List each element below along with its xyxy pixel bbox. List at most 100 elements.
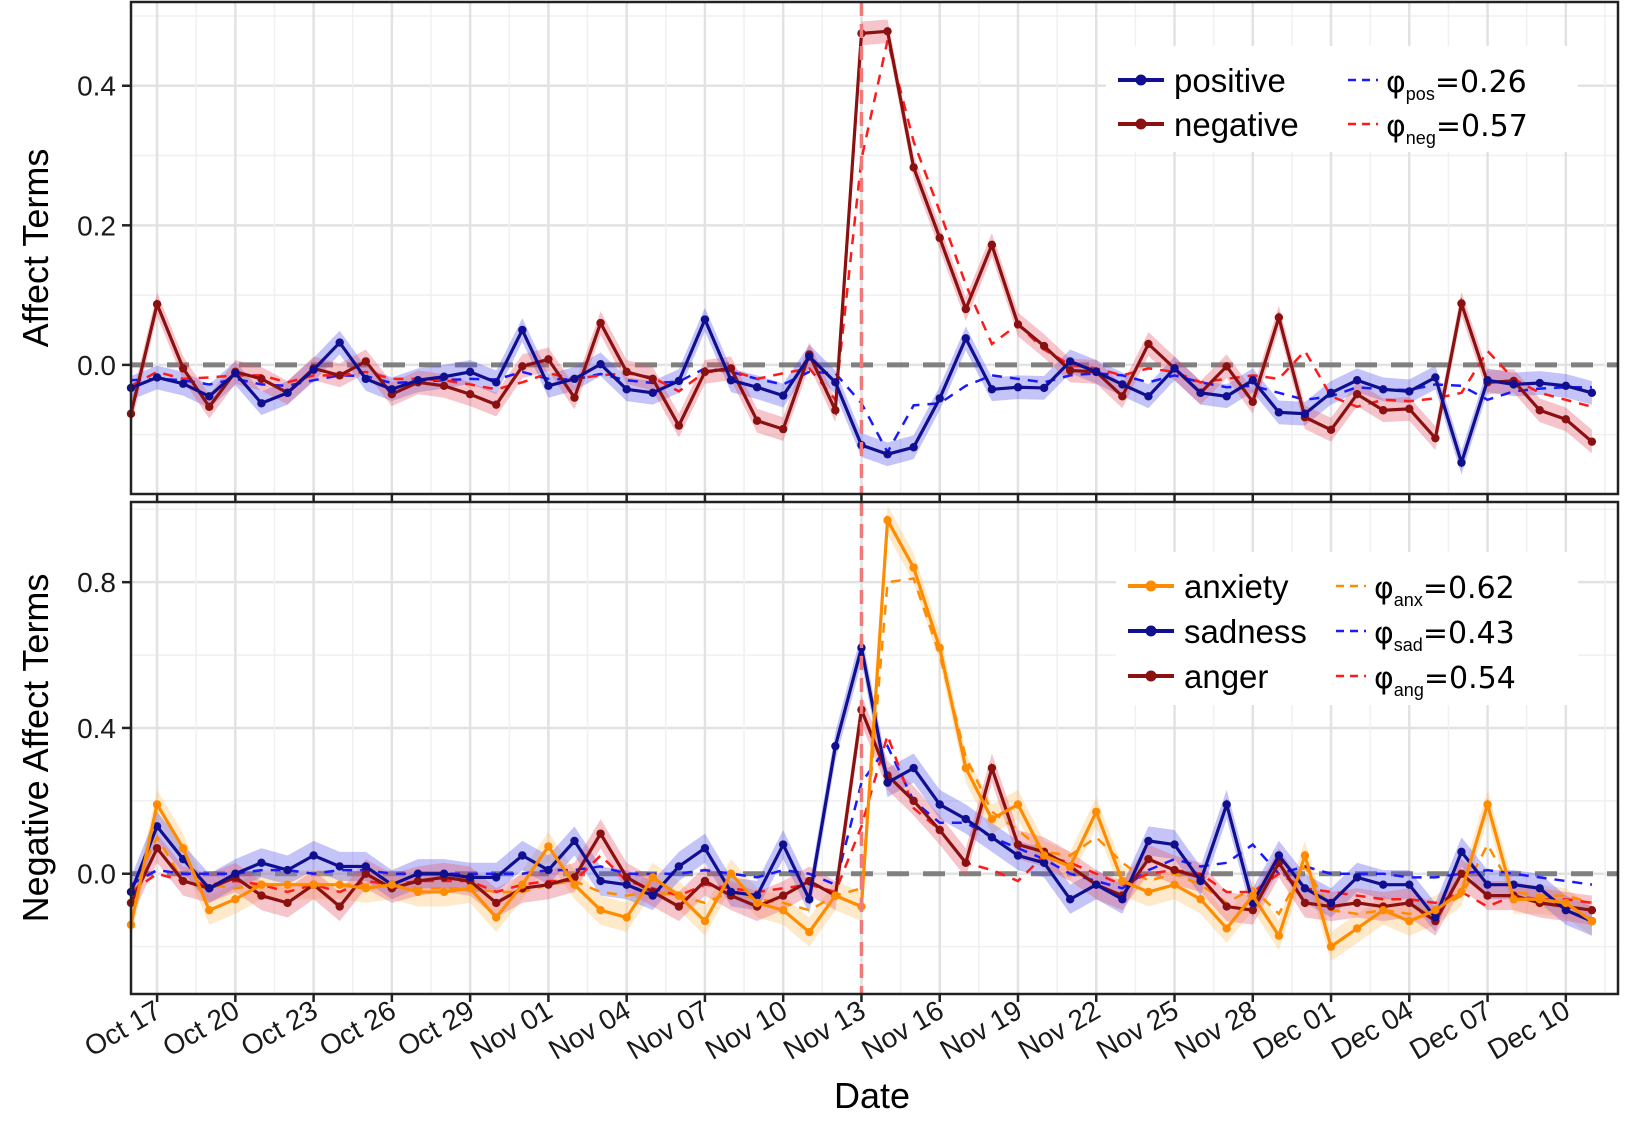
sadness-point <box>1144 836 1153 846</box>
sadness-point <box>596 876 605 886</box>
anger-point <box>544 880 553 889</box>
sadness-point <box>831 741 840 751</box>
sadness-point <box>1274 851 1284 860</box>
positive-point <box>700 315 710 324</box>
negative-point <box>648 374 657 384</box>
positive-point <box>178 379 188 388</box>
negative-point <box>831 406 840 415</box>
anger-point <box>1587 905 1597 915</box>
legend: positive negative φpos=0.26 φneg=0.57 <box>1106 46 1578 152</box>
positive-point <box>283 388 292 398</box>
anger-point <box>1483 891 1492 900</box>
anxiety-point <box>1379 905 1388 915</box>
negative-point <box>1352 390 1362 399</box>
sadness-point <box>1379 880 1388 889</box>
negative-point <box>778 424 788 434</box>
legend-fit-label: φsad=0.43 <box>1374 616 1515 655</box>
sadness-point <box>778 840 788 849</box>
anger-point <box>361 869 370 878</box>
positive-point <box>805 352 814 361</box>
sadness-point <box>1092 880 1101 889</box>
positive-point <box>1065 357 1075 366</box>
anxiety-point <box>178 844 188 853</box>
positive-point <box>1431 373 1440 382</box>
anger-point <box>1013 840 1023 849</box>
anger-point <box>935 825 944 835</box>
positive-point <box>596 359 605 369</box>
negative-point <box>1222 362 1231 371</box>
anger-point <box>283 898 292 908</box>
positive-point <box>909 443 918 452</box>
negative-point <box>909 163 918 172</box>
anxiety-point <box>700 916 710 926</box>
legend-marker <box>1145 670 1157 682</box>
positive-point <box>361 374 370 384</box>
anxiety-point <box>883 516 892 525</box>
anxiety-point <box>1013 800 1023 809</box>
anger-point <box>257 891 266 900</box>
negative-point <box>1065 366 1075 375</box>
anger-point <box>1222 902 1231 911</box>
legend-label: positive <box>1174 62 1286 99</box>
negative-point <box>1013 320 1023 329</box>
sadness-point <box>1483 880 1492 889</box>
positive-point <box>1352 376 1362 385</box>
anxiety-point <box>544 842 553 851</box>
negative-point <box>1535 406 1544 415</box>
sadness-point <box>935 800 944 809</box>
positive-point <box>1013 383 1023 392</box>
positive-point <box>1248 376 1257 385</box>
legend-marker <box>1145 625 1157 637</box>
sadness-point <box>1013 851 1023 860</box>
positive-point <box>1561 381 1571 391</box>
y-tick-label: 0.4 <box>77 713 116 744</box>
anxiety-point <box>257 880 266 889</box>
anxiety-point <box>1274 931 1284 940</box>
anxiety-point <box>1326 942 1336 951</box>
anxiety-point <box>752 898 762 908</box>
anger-point <box>987 763 997 773</box>
negative-point <box>596 318 605 328</box>
positive-point <box>544 381 553 391</box>
positive-point <box>1092 367 1101 377</box>
positive-point <box>726 376 736 385</box>
negative-point <box>700 367 710 377</box>
sadness-point <box>883 778 892 787</box>
anxiety-point <box>674 891 684 900</box>
anxiety-point <box>309 880 318 889</box>
negative-point <box>544 355 553 364</box>
sadness-point <box>805 895 814 904</box>
sadness-point <box>283 865 292 875</box>
y-axis-title: Affect Terms <box>15 149 56 348</box>
positive-point <box>1535 378 1544 388</box>
legend-label: anger <box>1184 658 1268 695</box>
positive-point <box>778 391 788 400</box>
y-tick-label: 0.0 <box>77 859 116 890</box>
y-tick-label: 0.2 <box>77 210 116 241</box>
negative-point <box>1039 341 1049 351</box>
anger-point <box>178 876 188 886</box>
negative-point <box>726 364 736 373</box>
anxiety-point <box>1561 898 1571 908</box>
negative-point <box>1457 299 1466 308</box>
anxiety-point <box>1535 895 1544 904</box>
positive-point <box>1587 388 1597 398</box>
negative-point <box>570 393 579 402</box>
positive-point <box>752 383 762 392</box>
anxiety-point <box>1196 895 1205 904</box>
sadness-point <box>413 869 423 878</box>
anger-point <box>1248 905 1257 915</box>
sadness-point <box>205 884 214 893</box>
anger-point <box>1170 865 1179 875</box>
sadness-point <box>1457 847 1466 857</box>
anger-point <box>1300 898 1310 908</box>
positive-point <box>1144 392 1153 401</box>
anxiety-point <box>335 880 344 889</box>
sadness-point <box>1170 840 1179 849</box>
anxiety-point <box>1405 916 1414 926</box>
anxiety-point <box>205 905 214 915</box>
y-tick-label: 0.8 <box>77 567 116 598</box>
positive-point <box>205 392 214 401</box>
anger-point <box>492 898 501 908</box>
anxiety-point <box>1170 880 1179 889</box>
